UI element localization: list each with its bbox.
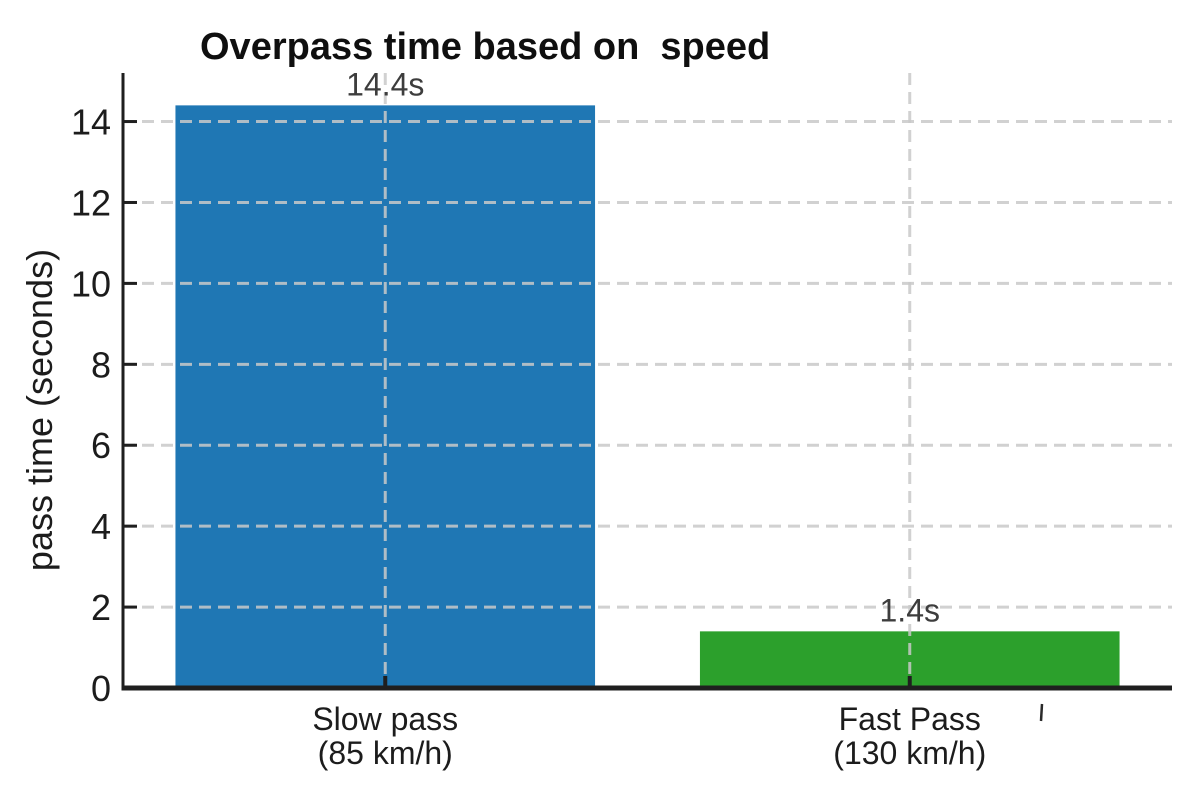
y-tick-label: 6 [91, 425, 111, 466]
x-category-label: Slow pass [312, 701, 458, 737]
y-tick-label: 10 [71, 263, 111, 304]
gridlines-group [123, 73, 1172, 688]
y-tick-label: 4 [91, 506, 111, 547]
y-tick-label: 14 [71, 102, 111, 143]
x-category-sublabel: (130 km/h) [833, 735, 986, 771]
y-axis-label: pass time (seconds) [19, 249, 60, 571]
y-tick-label: 12 [71, 182, 111, 223]
stray-mark-artifact [1039, 703, 1044, 722]
y-tick-label: 0 [91, 668, 111, 709]
bar-value-label: 1.4s [880, 592, 940, 628]
axes-group [121, 73, 1172, 691]
y-tick-label: 8 [91, 344, 111, 385]
labels-group: 0 2 4 6 8 10 12 14 14.4s 1.4s Slow pass(85 km/h) Fa… [71, 66, 986, 771]
chart-title: Overpass time based on speed [200, 26, 770, 68]
x-category-sublabel: (85 km/h) [318, 735, 453, 771]
bars-group [175, 105, 1120, 691]
y-tick-label: 2 [91, 587, 111, 628]
x-category-label: Fast Pass [839, 701, 981, 737]
bar-value-label: 14.4s [346, 66, 424, 102]
ticks-group [123, 120, 912, 690]
